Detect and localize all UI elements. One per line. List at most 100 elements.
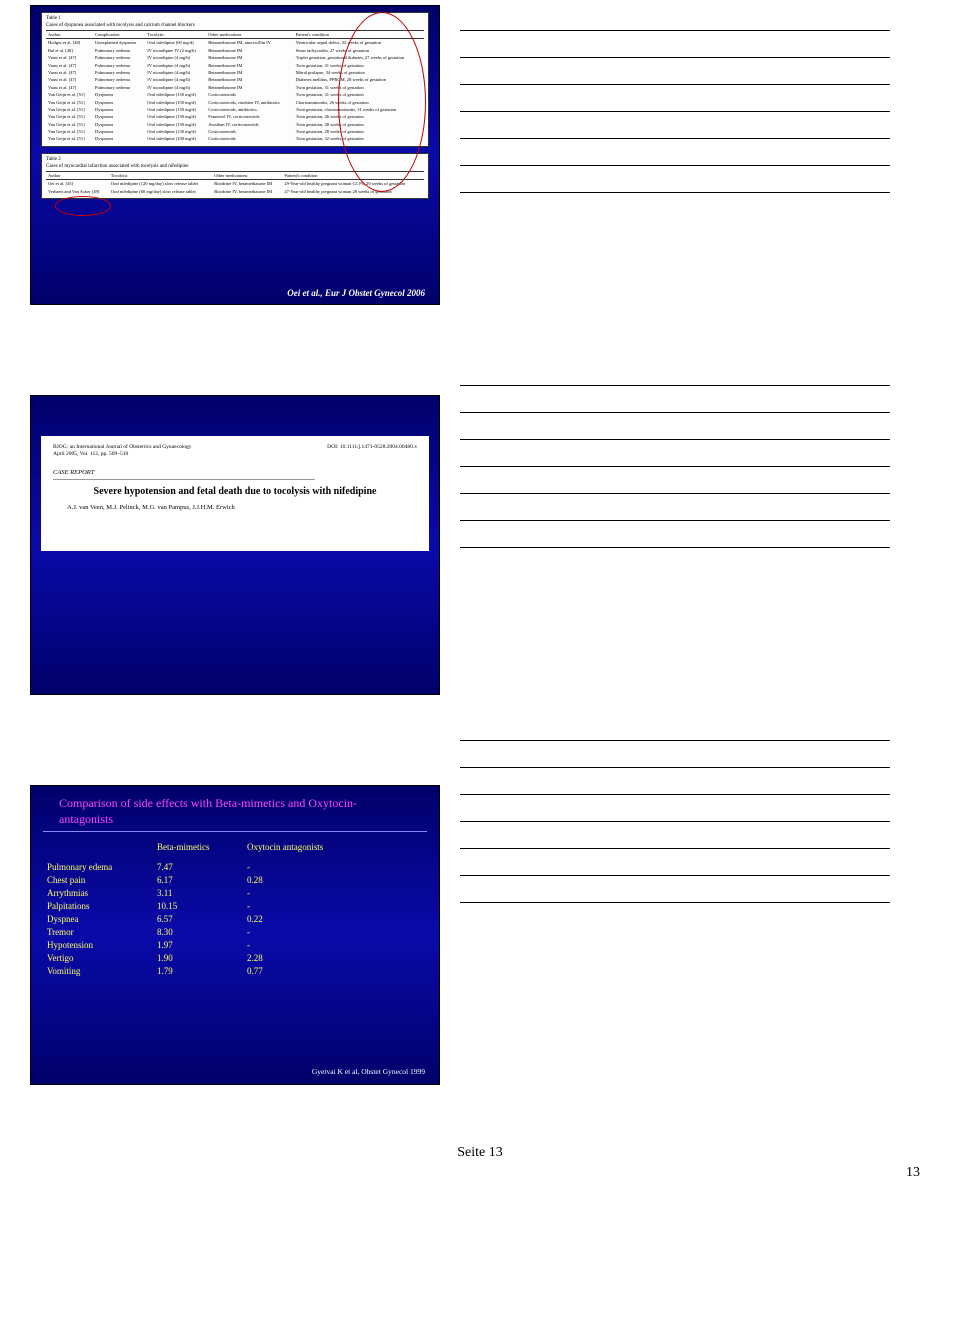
note-line <box>460 84 890 85</box>
table-cell: Pulmonary oedema <box>93 54 145 61</box>
table-cell: Fenoterol IV, corticosteroids <box>206 113 294 120</box>
slide-2: BJOG: an International Journal of Obstet… <box>30 395 440 695</box>
table-cell: Oei et al. [45] <box>46 180 109 188</box>
table-cell: Van Geijn et al. [51] <box>46 135 93 142</box>
table-cell: Pulmonary oedema <box>93 47 145 54</box>
notes-group-3 <box>460 740 890 903</box>
slide-1-content: Table 1 Cases of dyspnoea associated wit… <box>31 6 439 304</box>
slide3-label: Palpitations <box>47 901 157 911</box>
table1-col-header: Tocolytic <box>145 31 206 39</box>
slide3-oxy-value: - <box>247 940 377 950</box>
note-line <box>460 111 890 112</box>
note-line <box>460 875 890 876</box>
table-cell: Van Geijn et al. [51] <box>46 106 93 113</box>
slide3-data-row: Tremor8.30- <box>47 927 423 937</box>
slides-column: Table 1 Cases of dyspnoea associated wit… <box>30 0 440 1085</box>
table-cell: Oral nifedipine (60 mg/day) slow release… <box>109 188 212 195</box>
table1-col-header: Other medications <box>206 31 294 39</box>
slide3-beta-value: 10.15 <box>157 901 247 911</box>
table-cell: Unexplained dyspnoea <box>93 39 145 47</box>
note-line <box>460 57 890 58</box>
table-cell: Oral nifedipine (60 mg/d) <box>145 39 206 47</box>
slide-1: Table 1 Cases of dyspnoea associated wit… <box>30 5 440 305</box>
table-cell: Bal et al. [46] <box>46 47 93 54</box>
table1-col-header: Complication <box>93 31 145 39</box>
table-cell: 27-Year-old healthy pregnant woman 28 we… <box>282 188 424 195</box>
table-cell: Oral nifedipine (150 mg/d) <box>145 121 206 128</box>
note-line <box>460 192 890 193</box>
slide3-data-row: Vomiting1.790.77 <box>47 966 423 976</box>
note-line <box>460 466 890 467</box>
table-cell: Betamethasone IM <box>206 62 294 69</box>
slide3-label: Tremor <box>47 927 157 937</box>
slide3-header-row: Beta-mimetics Oxytocin antagonists <box>47 842 423 852</box>
paper-authors: A.J. van Veen, M.J. Pelinck, M.G. van Pa… <box>67 504 417 512</box>
table-cell: Corticosteroids, ritodrine IV, antibioti… <box>206 99 294 106</box>
slide1-caption: Oei et al., Eur J Obstet Gynecol 2006 <box>287 288 425 298</box>
slide3-oxy-value: - <box>247 862 377 872</box>
slide3-table: Beta-mimetics Oxytocin antagonists Pulmo… <box>31 842 439 976</box>
table-cell: Dyspnoea <box>93 128 145 135</box>
note-line <box>460 493 890 494</box>
note-line <box>460 412 890 413</box>
slide3-oxy-value: 0.28 <box>247 875 377 885</box>
table-cell: Van Geijn et al. [51] <box>46 99 93 106</box>
notes-gap-2 <box>460 574 890 714</box>
page-footer: Seite 13 <box>0 1145 960 1191</box>
paper-journal-block: BJOG: an International Journal of Obstet… <box>53 444 192 458</box>
table-cell: Van Geijn et al. [51] <box>46 113 93 120</box>
note-line <box>460 902 890 903</box>
paper-title: Severe hypotension and fetal death due t… <box>73 486 397 499</box>
table-cell: Corticosteroids <box>206 91 294 98</box>
table-cell: IV nicardipine IV (2 mg/h) <box>145 47 206 54</box>
slide3-label: Hypotension <box>47 940 157 950</box>
table-cell: Vaast et al. [47] <box>46 69 93 76</box>
table-cell: Corticosteroids <box>206 135 294 142</box>
table-cell: Ritodrine IV, betamethasone IM <box>212 188 282 195</box>
table-row: Verhaert and Van Acker [49]Oral nifedipi… <box>46 188 424 195</box>
paper-journal: BJOG: an International Journal of Obstet… <box>53 444 192 451</box>
slide3-title: Comparison of side effects with Beta-mim… <box>43 786 427 832</box>
table-cell: Oral nifedipine (150 mg/d) <box>145 99 206 106</box>
table-cell: Betamethasone IM <box>206 54 294 61</box>
table-cell: Van Geijn et al. [51] <box>46 91 93 98</box>
paper-issue: April 2005, Vol. 112, pp. 509–510 <box>53 451 192 458</box>
table-cell: Vaast et al. [47] <box>46 84 93 91</box>
table-cell: Betamethasone IM <box>206 69 294 76</box>
notes-group-2 <box>460 385 890 548</box>
notes-group-1 <box>460 30 890 193</box>
table-cell: Vaast et al. [47] <box>46 62 93 69</box>
notes-gap-1 <box>460 219 890 359</box>
table-cell: Dyspnoea <box>93 99 145 106</box>
note-line <box>460 138 890 139</box>
table-cell: Oral nifedipine (120 mg/day) slow releas… <box>109 180 212 188</box>
note-line <box>460 165 890 166</box>
table-cell: IV nicardipine (4 mg/h) <box>145 84 206 91</box>
note-line <box>460 848 890 849</box>
table-cell: Oral nifedipine (150 mg/d) <box>145 106 206 113</box>
slide3-label: Dyspnea <box>47 914 157 924</box>
slide3-label: Pulmonary edema <box>47 862 157 872</box>
table-cell: Dyspnoea <box>93 91 145 98</box>
table-cell: IV nicardipine (4 mg/h) <box>145 54 206 61</box>
table-cell: IV nicardipine (4 mg/h) <box>145 62 206 69</box>
table-cell: Vaast et al. [47] <box>46 76 93 83</box>
table-cell: Van Geijn et al. [51] <box>46 121 93 128</box>
slide-2-content: BJOG: an International Journal of Obstet… <box>31 396 439 694</box>
table-cell: Betamethasone IM <box>206 76 294 83</box>
slide3-oxy-value: 0.77 <box>247 966 377 976</box>
note-line <box>460 439 890 440</box>
slide3-beta-value: 1.90 <box>157 953 247 963</box>
slide3-beta-value: 7.47 <box>157 862 247 872</box>
slide3-beta-value: 6.57 <box>157 914 247 924</box>
slide3-beta-value: 3.11 <box>157 888 247 898</box>
page-number: 13 <box>906 1165 920 1181</box>
table-cell: Oral nifedipine (100 mg/d) <box>145 135 206 142</box>
table-cell: Dyspnoea <box>93 135 145 142</box>
paper-header: BJOG: an International Journal of Obstet… <box>53 444 417 458</box>
slide3-oxy-value: 2.28 <box>247 953 377 963</box>
table-cell: Pulmonary oedema <box>93 76 145 83</box>
table-cell: Pulmonary oedema <box>93 69 145 76</box>
slide3-beta-value: 6.17 <box>157 875 247 885</box>
note-line <box>460 30 890 31</box>
